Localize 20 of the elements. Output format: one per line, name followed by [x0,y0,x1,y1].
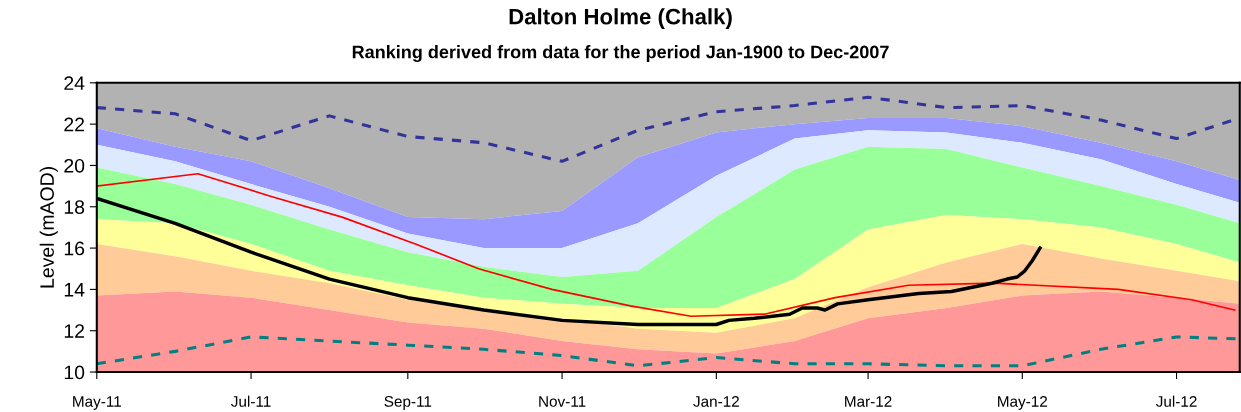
x-tick-label: May-12 [998,396,1047,410]
x-tick-label: Nov-11 [539,396,586,407]
x-tick-label: Jul-12 [1155,395,1197,407]
y-tick-label: 24 [64,76,85,90]
y-tick-label: 12 [64,324,85,338]
y-tick-label: 16 [64,241,85,256]
x-tick-label: Mar-12 [845,396,892,407]
chart-title: Dalton Holme (Chalk) [509,8,732,29]
y-tick-label: 14 [64,283,85,297]
y-tick-label: 22 [64,117,85,132]
y-axis-title: Level (mAOD) [39,167,58,288]
x-tick-label: Sep-11 [384,396,432,410]
y-tick-label: 10 [64,365,85,380]
x-tick-label: Jul-11 [231,395,271,407]
line-series [96,172,1236,318]
chart-subtitle: Ranking derived from data for the period Jan-1900 to Dec-2007 [352,45,889,63]
x-tick-label: May-11 [73,396,121,410]
x-tick-label: Jan-12 [693,396,739,407]
y-tick-label: 18 [64,200,85,214]
y-tick-label: 20 [64,158,85,173]
